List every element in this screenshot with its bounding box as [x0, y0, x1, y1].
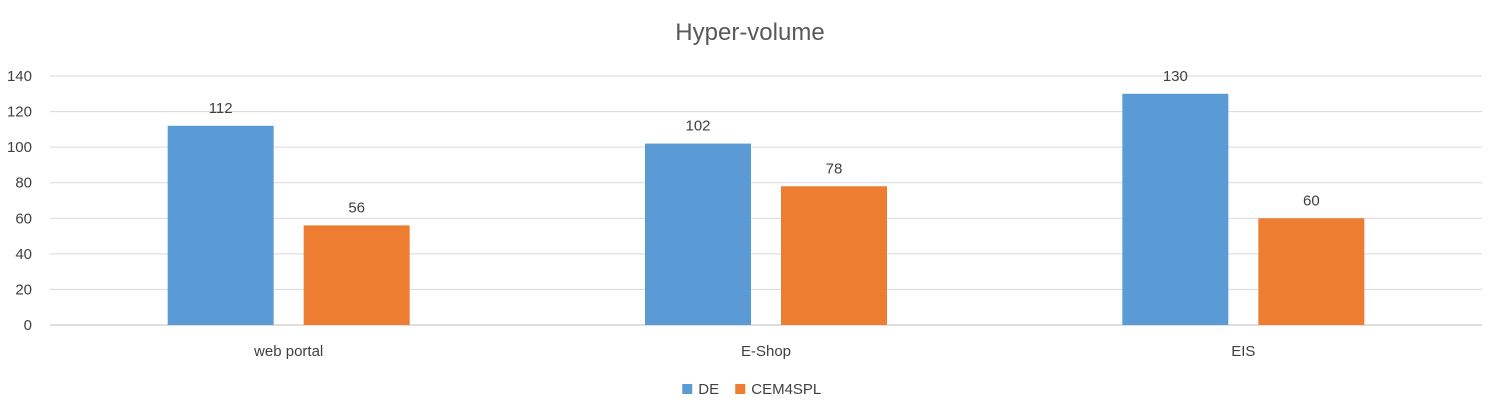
legend-label: DE — [698, 381, 719, 398]
y-tick-label: 80 — [15, 175, 32, 192]
y-tick-label: 100 — [7, 139, 32, 156]
legend-swatch-de — [682, 384, 693, 394]
legend: DE CEM4SPL — [682, 381, 821, 398]
data-label: 112 — [209, 100, 233, 117]
y-tick-label: 0 — [24, 317, 32, 334]
chart-title: Hyper-volume — [675, 19, 824, 46]
x-axis-categories: web portal E-Shop EIS — [253, 343, 1255, 360]
y-tick-label: 60 — [15, 210, 32, 227]
x-category-label: EIS — [1231, 343, 1255, 360]
y-tick-label: 120 — [7, 104, 32, 121]
data-label: 102 — [685, 118, 710, 135]
bar-de-e-shop — [645, 143, 751, 325]
bar-de-web-portal — [167, 125, 274, 325]
bar-cem4spl-eis — [1258, 218, 1365, 325]
legend-swatch-cem4spl — [735, 384, 746, 394]
bars — [167, 93, 1365, 326]
data-label: 130 — [1163, 68, 1188, 85]
bar-cem4spl-web-portal — [303, 225, 410, 325]
data-label: 60 — [1303, 192, 1320, 209]
y-tick-label: 20 — [15, 281, 32, 298]
data-labels: 112 56 102 78 130 60 — [209, 68, 1320, 217]
data-label: 78 — [826, 160, 843, 177]
y-tick-label: 40 — [15, 246, 32, 263]
legend-label: CEM4SPL — [751, 381, 821, 398]
gridlines — [50, 75, 1482, 326]
data-label: 56 — [348, 199, 365, 216]
y-tick-label: 140 — [7, 68, 32, 85]
bar-de-eis — [1122, 93, 1229, 326]
x-category-label: web portal — [253, 343, 323, 360]
bar-cem4spl-e-shop — [781, 186, 887, 325]
y-axis-ticks: 0 20 40 60 80 100 120 140 — [7, 68, 32, 334]
x-category-label: E-Shop — [741, 343, 791, 360]
